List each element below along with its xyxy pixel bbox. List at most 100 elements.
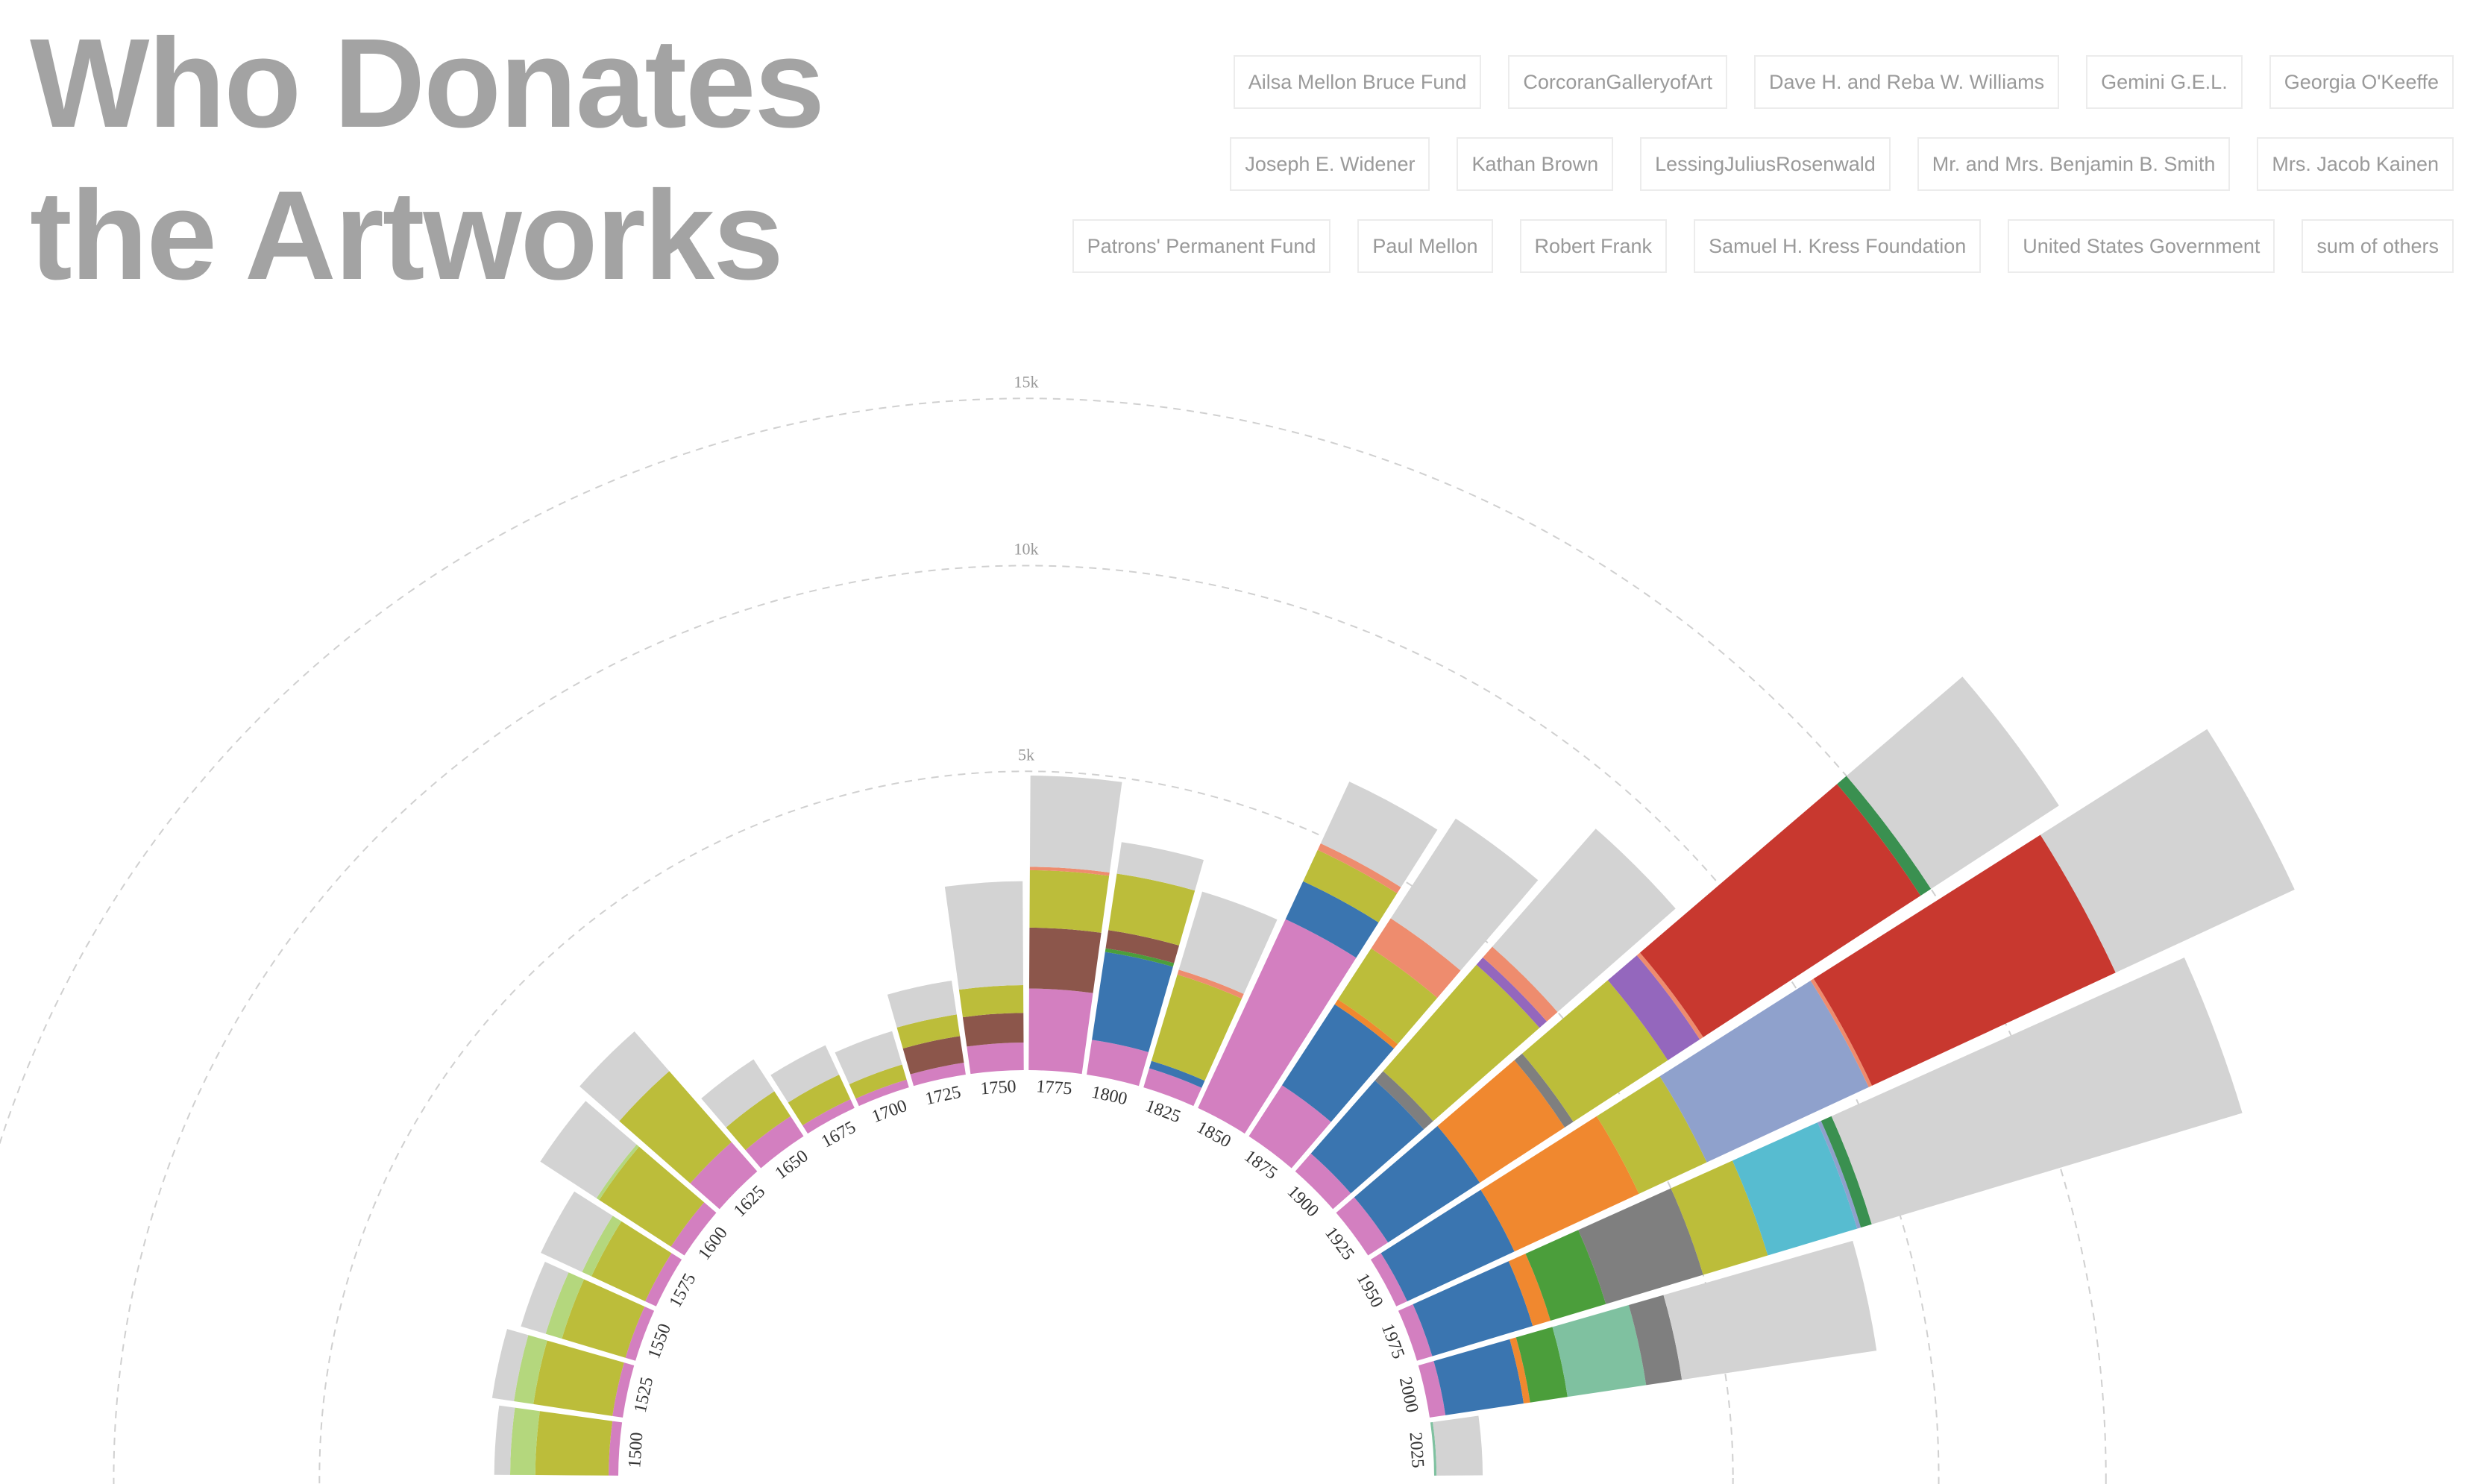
bar-segment <box>1663 1240 1877 1380</box>
grid-line <box>0 397 2107 1484</box>
bar-segment <box>591 1221 672 1301</box>
legend-item[interactable]: sum of others <box>2302 219 2454 273</box>
bar-segment <box>1552 1305 1647 1397</box>
bar-segment <box>1483 946 1558 1022</box>
x-tick-label: 1975 <box>1377 1321 1408 1362</box>
bar-segment <box>1336 1197 1389 1256</box>
x-tick-label: 1500 <box>625 1432 647 1469</box>
bar-segment <box>1105 948 1175 967</box>
bar-segment <box>967 1042 1024 1075</box>
bar-segment <box>1285 881 1379 958</box>
bar-segment <box>1029 867 1110 876</box>
bar-segment <box>1515 1327 1568 1403</box>
bar-segment <box>1607 955 1700 1060</box>
bar-segment <box>1295 1153 1351 1210</box>
bar-segment <box>726 1091 791 1151</box>
bar-segment <box>494 1405 515 1475</box>
bar-segment <box>1437 1060 1565 1183</box>
legend-item[interactable]: Samuel H. Kress Foundation <box>1694 219 1982 273</box>
x-tick-label: 1525 <box>631 1375 658 1414</box>
bar-segment <box>2040 729 2295 973</box>
legend-item[interactable]: Dave H. and Reba W. Williams <box>1754 55 2060 109</box>
legend-item[interactable]: Georgia O'Keeffe <box>2269 55 2454 109</box>
bar-segment <box>1198 919 1357 1134</box>
grid-line <box>113 565 1940 1484</box>
legend-item[interactable]: LessingJuliusRosenwald <box>1640 137 1891 191</box>
bar-segment <box>849 1064 907 1099</box>
bar-segment <box>521 1261 569 1334</box>
bar-segment <box>1492 829 1676 1013</box>
bar-segment <box>1476 957 1548 1028</box>
y-tick-label: 15k <box>1014 372 1039 391</box>
bar-segment <box>1374 1071 1433 1130</box>
bar-segment <box>1514 1053 1574 1128</box>
legend-item[interactable]: Joseph E. Widener <box>1230 137 1430 191</box>
legend-item[interactable]: Mrs. Jacob Kainen <box>2257 137 2454 191</box>
legend-item[interactable]: Mr. and Mrs. Benjamin B. Smith <box>1917 137 2231 191</box>
bar-segment <box>1522 980 1668 1122</box>
bar-segment <box>902 1036 964 1075</box>
legend-item[interactable]: Kathan Brown <box>1457 137 1614 191</box>
bar-segment <box>1380 1189 1515 1301</box>
bar-segment <box>1320 782 1438 887</box>
bar-segment <box>1398 1304 1433 1361</box>
bar-segment <box>612 1362 635 1418</box>
x-tick-label: 1800 <box>1090 1083 1128 1110</box>
bar-segment <box>962 1013 1024 1047</box>
legend-item[interactable]: United States Government <box>2008 219 2275 273</box>
bar-segment <box>1092 952 1173 1052</box>
bar-segment <box>599 1146 705 1247</box>
legend-item[interactable]: Ailsa Mellon Bruce Fund <box>1233 55 1482 109</box>
legend-item[interactable]: CorcoranGalleryofArt <box>1508 55 1728 109</box>
bar-segment <box>1371 918 1461 999</box>
bar-segment <box>1028 927 1102 993</box>
bar-segment <box>1383 964 1540 1122</box>
bar-segment <box>896 1014 961 1049</box>
bar-segment <box>1525 1230 1606 1321</box>
bar-segment <box>944 881 1024 990</box>
bar-segment <box>1310 1080 1424 1194</box>
bar-segment <box>1370 1253 1407 1307</box>
bar-segment <box>802 1099 855 1134</box>
bar-segment <box>1029 776 1122 873</box>
x-tick-label: 2000 <box>1395 1375 1422 1414</box>
bar-segment <box>1105 930 1180 963</box>
bar-segment <box>1334 999 1398 1049</box>
bar-segment <box>1028 988 1093 1075</box>
bar-segment <box>1831 958 2243 1224</box>
bar-segment <box>1248 1085 1331 1169</box>
bar-segment <box>1143 1068 1202 1107</box>
bar-segment <box>545 1272 585 1339</box>
legend-item[interactable]: Robert Frank <box>1519 219 1668 273</box>
bar-segment <box>887 980 957 1028</box>
bar-segment <box>609 1421 623 1476</box>
bar-segment <box>1149 1060 1205 1088</box>
bar-segment <box>491 1329 529 1402</box>
bar-segment <box>701 1059 775 1128</box>
bar-segment <box>835 1031 902 1084</box>
bar-segment <box>1837 776 1932 896</box>
bar-segment <box>1636 952 1703 1040</box>
legend-item[interactable]: Patrons' Permanent Fund <box>1072 219 1331 273</box>
bar-segment <box>582 1216 622 1277</box>
bar-segment <box>1810 978 1873 1087</box>
bar-segment <box>670 1202 717 1256</box>
bar-segment <box>1659 980 1869 1163</box>
bar-segment <box>958 984 1024 1018</box>
bar-segment <box>1178 891 1278 994</box>
grid: 5k 10k 15k <box>0 372 2107 1484</box>
bar-segment <box>1418 1361 1446 1418</box>
grid-line <box>318 770 1734 1484</box>
chart-title: Who Donates the Artworks <box>30 13 825 306</box>
y-tick-label: 10k <box>1014 540 1039 559</box>
bar-segment <box>1732 1122 1858 1256</box>
bar-segment <box>1813 834 2116 1086</box>
legend-row: Joseph E. Widener Kathan Brown LessingJuli… <box>1230 137 2454 191</box>
legend-item[interactable]: Gemini G.E.L. <box>2086 55 2243 109</box>
bar-segment <box>1317 843 1401 893</box>
legend-item[interactable]: Paul Mellon <box>1357 219 1493 273</box>
bar-segment <box>509 1407 540 1476</box>
bars <box>491 676 2295 1476</box>
bar-segment <box>1337 948 1438 1045</box>
legend-row: Patrons' Permanent Fund Paul Mellon Robert… <box>1072 219 2454 273</box>
